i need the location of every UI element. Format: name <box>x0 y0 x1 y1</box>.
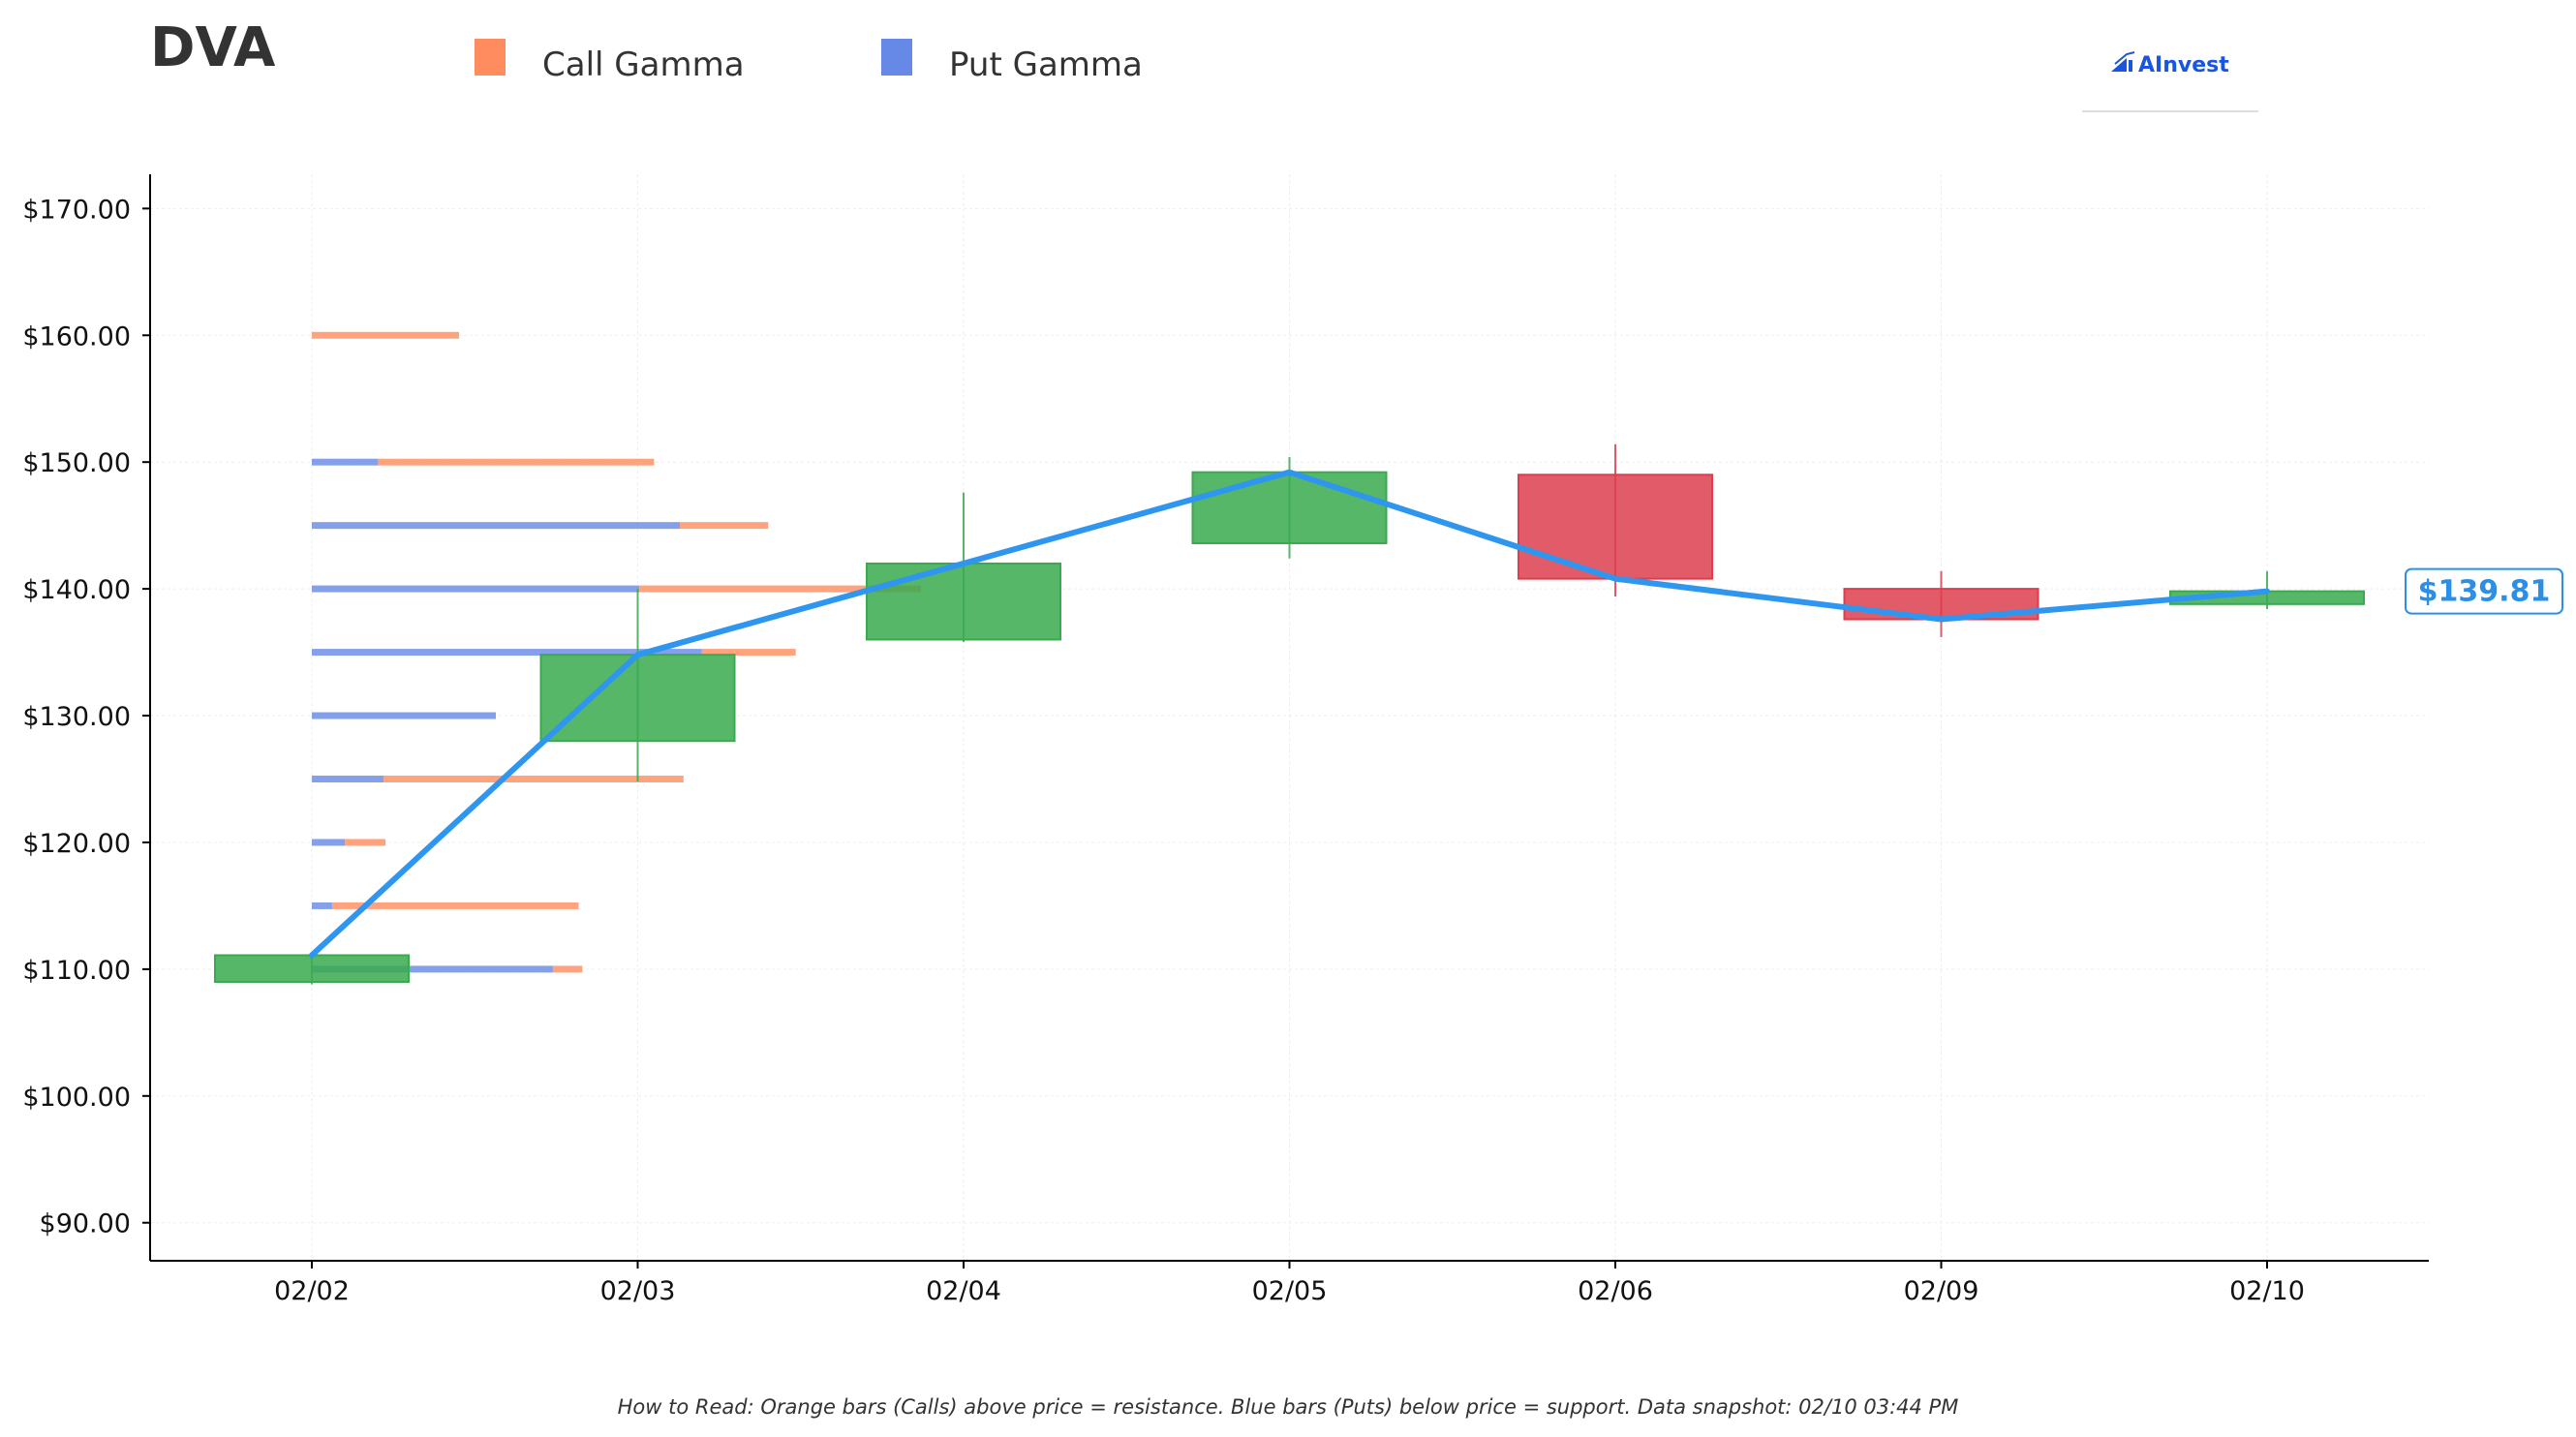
ticker-title: DVA <box>150 16 276 79</box>
ainvest-logo: AInvest <box>2082 51 2258 112</box>
put-gamma-bar <box>312 712 496 719</box>
y-tick-label: $110.00 <box>22 956 131 986</box>
x-tick-label: 02/09 <box>1904 1276 1979 1306</box>
candle-body <box>1191 471 1388 544</box>
call-gamma-bar <box>331 902 579 909</box>
put-gamma-bar <box>312 458 379 466</box>
ainvest-logo-text: AInvest <box>2138 53 2229 77</box>
axes: $90.00 $100.00 $110.00 $120.00 $130.00 $140.0… <box>22 174 2429 1306</box>
legend-put-label: Put Gamma <box>949 46 1143 84</box>
put-gamma-bar <box>312 965 553 973</box>
put-gamma-bar <box>312 585 640 593</box>
candle-body <box>214 954 410 983</box>
price-line-layer <box>309 469 2270 959</box>
put-gamma-bar <box>312 902 332 909</box>
call-gamma-bar <box>383 775 684 782</box>
y-tick-label: $170.00 <box>22 195 131 225</box>
call-gamma-bar <box>701 649 796 657</box>
call-gamma-bar <box>552 965 583 973</box>
put-gamma-bar <box>312 522 680 530</box>
y-tick-label: $120.00 <box>22 829 131 859</box>
call-gamma-bar <box>639 585 921 593</box>
footnote: How to Read: Orange bars (Calls) above p… <box>618 1395 1959 1419</box>
candle-body <box>539 654 736 743</box>
call-gamma-bar <box>680 522 769 530</box>
legend-put-swatch <box>881 39 912 76</box>
put-gamma-bar <box>312 649 702 657</box>
x-tick-label: 02/03 <box>600 1276 676 1306</box>
legend: Call Gamma Put Gamma <box>475 39 1143 84</box>
price-line <box>309 469 2270 959</box>
x-tick-label: 02/02 <box>274 1276 350 1306</box>
call-gamma-bar <box>312 331 459 339</box>
last-price-label: $139.81 <box>2418 575 2551 609</box>
call-gamma-bar <box>345 839 385 846</box>
x-tick-label: 02/06 <box>1578 1276 1653 1306</box>
y-tick-label: $150.00 <box>22 448 131 478</box>
ainvest-logo-icon <box>2111 51 2135 72</box>
y-tick-label: $90.00 <box>40 1209 131 1239</box>
y-tick-label: $100.00 <box>22 1083 131 1113</box>
candle-body <box>866 562 1061 641</box>
y-tick-label: $160.00 <box>22 321 131 352</box>
grid <box>150 174 2429 1261</box>
gamma-bars <box>312 331 921 973</box>
put-gamma-bar <box>312 775 384 782</box>
legend-call-label: Call Gamma <box>542 46 745 84</box>
legend-call-swatch <box>475 39 506 76</box>
last-price-tag: $139.81 <box>2405 567 2563 615</box>
y-tick-label: $140.00 <box>22 575 131 605</box>
x-tick-label: 02/05 <box>1252 1276 1328 1306</box>
put-gamma-bar <box>312 839 346 846</box>
candles <box>214 443 2365 985</box>
x-tick-label: 02/10 <box>2229 1276 2305 1306</box>
last-price-box <box>2405 567 2563 615</box>
call-gamma-bar <box>378 458 655 466</box>
candle-body <box>1518 474 1713 580</box>
x-tick-label: 02/04 <box>926 1276 1001 1306</box>
y-tick-label: $130.00 <box>22 702 131 732</box>
